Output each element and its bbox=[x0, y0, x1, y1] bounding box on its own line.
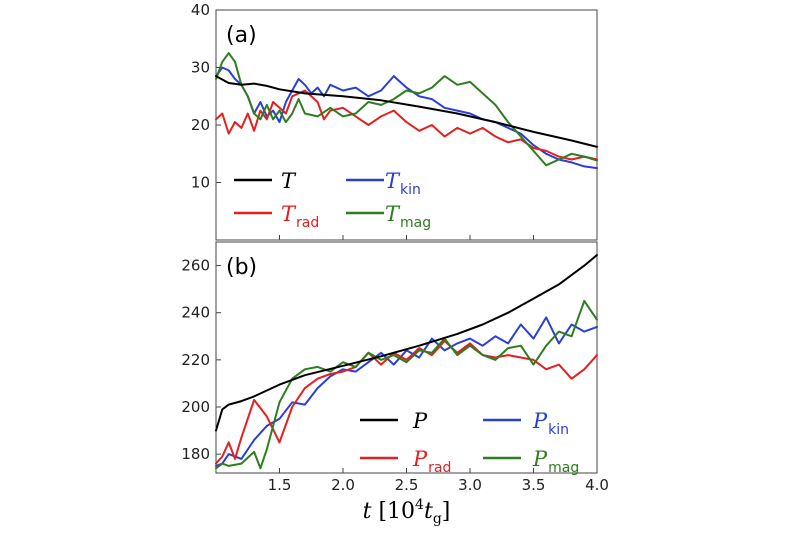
x-axis-label-part: 4 bbox=[415, 497, 424, 513]
x-axis-label-part: ] bbox=[442, 499, 451, 524]
series-line-mag bbox=[215, 52, 598, 167]
x-tick-label: 3.0 bbox=[458, 476, 482, 494]
series-line-kin bbox=[215, 316, 598, 467]
legend-label-total: P bbox=[412, 409, 428, 433]
axes-frame-b bbox=[215, 241, 598, 474]
legend-subscript: rad bbox=[296, 215, 319, 231]
legend-label-kin: Pkin bbox=[532, 409, 569, 438]
y-tick-label: 30 bbox=[191, 59, 210, 77]
y-tick-label: 40 bbox=[191, 1, 210, 19]
series-line-rad bbox=[215, 340, 598, 465]
legend-subscript: kin bbox=[400, 182, 421, 198]
x-axis-label: t [104tg] bbox=[363, 497, 451, 527]
legend-label-mag: Pmag bbox=[532, 447, 579, 476]
x-axis-label-part: t bbox=[424, 499, 433, 524]
series-line-total bbox=[215, 75, 598, 148]
legend-label-total: T bbox=[281, 169, 297, 193]
y-tick-label: 20 bbox=[191, 116, 210, 134]
y-tick-label: 200 bbox=[181, 398, 210, 416]
legend-label-mag: Tmag bbox=[385, 202, 431, 231]
x-tick-label: 1.5 bbox=[268, 476, 292, 494]
x-tick-label: 3.5 bbox=[522, 476, 546, 494]
series-line-total bbox=[215, 254, 598, 432]
panel-label: (a) bbox=[226, 23, 257, 48]
legend-subscript: rad bbox=[428, 460, 451, 476]
x-tick-label: 2.5 bbox=[395, 476, 419, 494]
x-axis-label-part: g bbox=[433, 511, 442, 527]
y-tick-label: 240 bbox=[181, 304, 210, 322]
legend-subscript: mag bbox=[548, 460, 579, 476]
legend-label-rad: Prad bbox=[412, 447, 451, 476]
x-axis-label-part: [10 bbox=[371, 499, 415, 524]
y-tick-label: 220 bbox=[181, 351, 210, 369]
panel-label: (b) bbox=[226, 255, 257, 280]
legend-label-kin: Tkin bbox=[385, 169, 421, 198]
x-tick-label: 2.0 bbox=[331, 476, 355, 494]
panel-b: 180 200 220 240 260 1.5 2.0 2.5 3.0 3.5 4.0 (b) P Pki… bbox=[181, 241, 609, 527]
y-tick-label: 10 bbox=[191, 174, 210, 192]
series-line-rad bbox=[215, 89, 598, 161]
series-line-mag bbox=[215, 299, 598, 470]
y-tick-label: 260 bbox=[181, 257, 210, 275]
x-axis-label-part: t bbox=[363, 499, 372, 524]
panel-a: 10 20 30 40 (a) T Tkin Trad Tmag bbox=[191, 1, 598, 241]
legend-label-rad: Trad bbox=[281, 202, 319, 231]
axes-frame-a bbox=[215, 9, 598, 241]
legend-subscript: kin bbox=[548, 422, 569, 438]
y-tick-label: 180 bbox=[181, 445, 210, 463]
x-tick-label: 4.0 bbox=[585, 476, 609, 494]
legend-subscript: mag bbox=[400, 215, 431, 231]
